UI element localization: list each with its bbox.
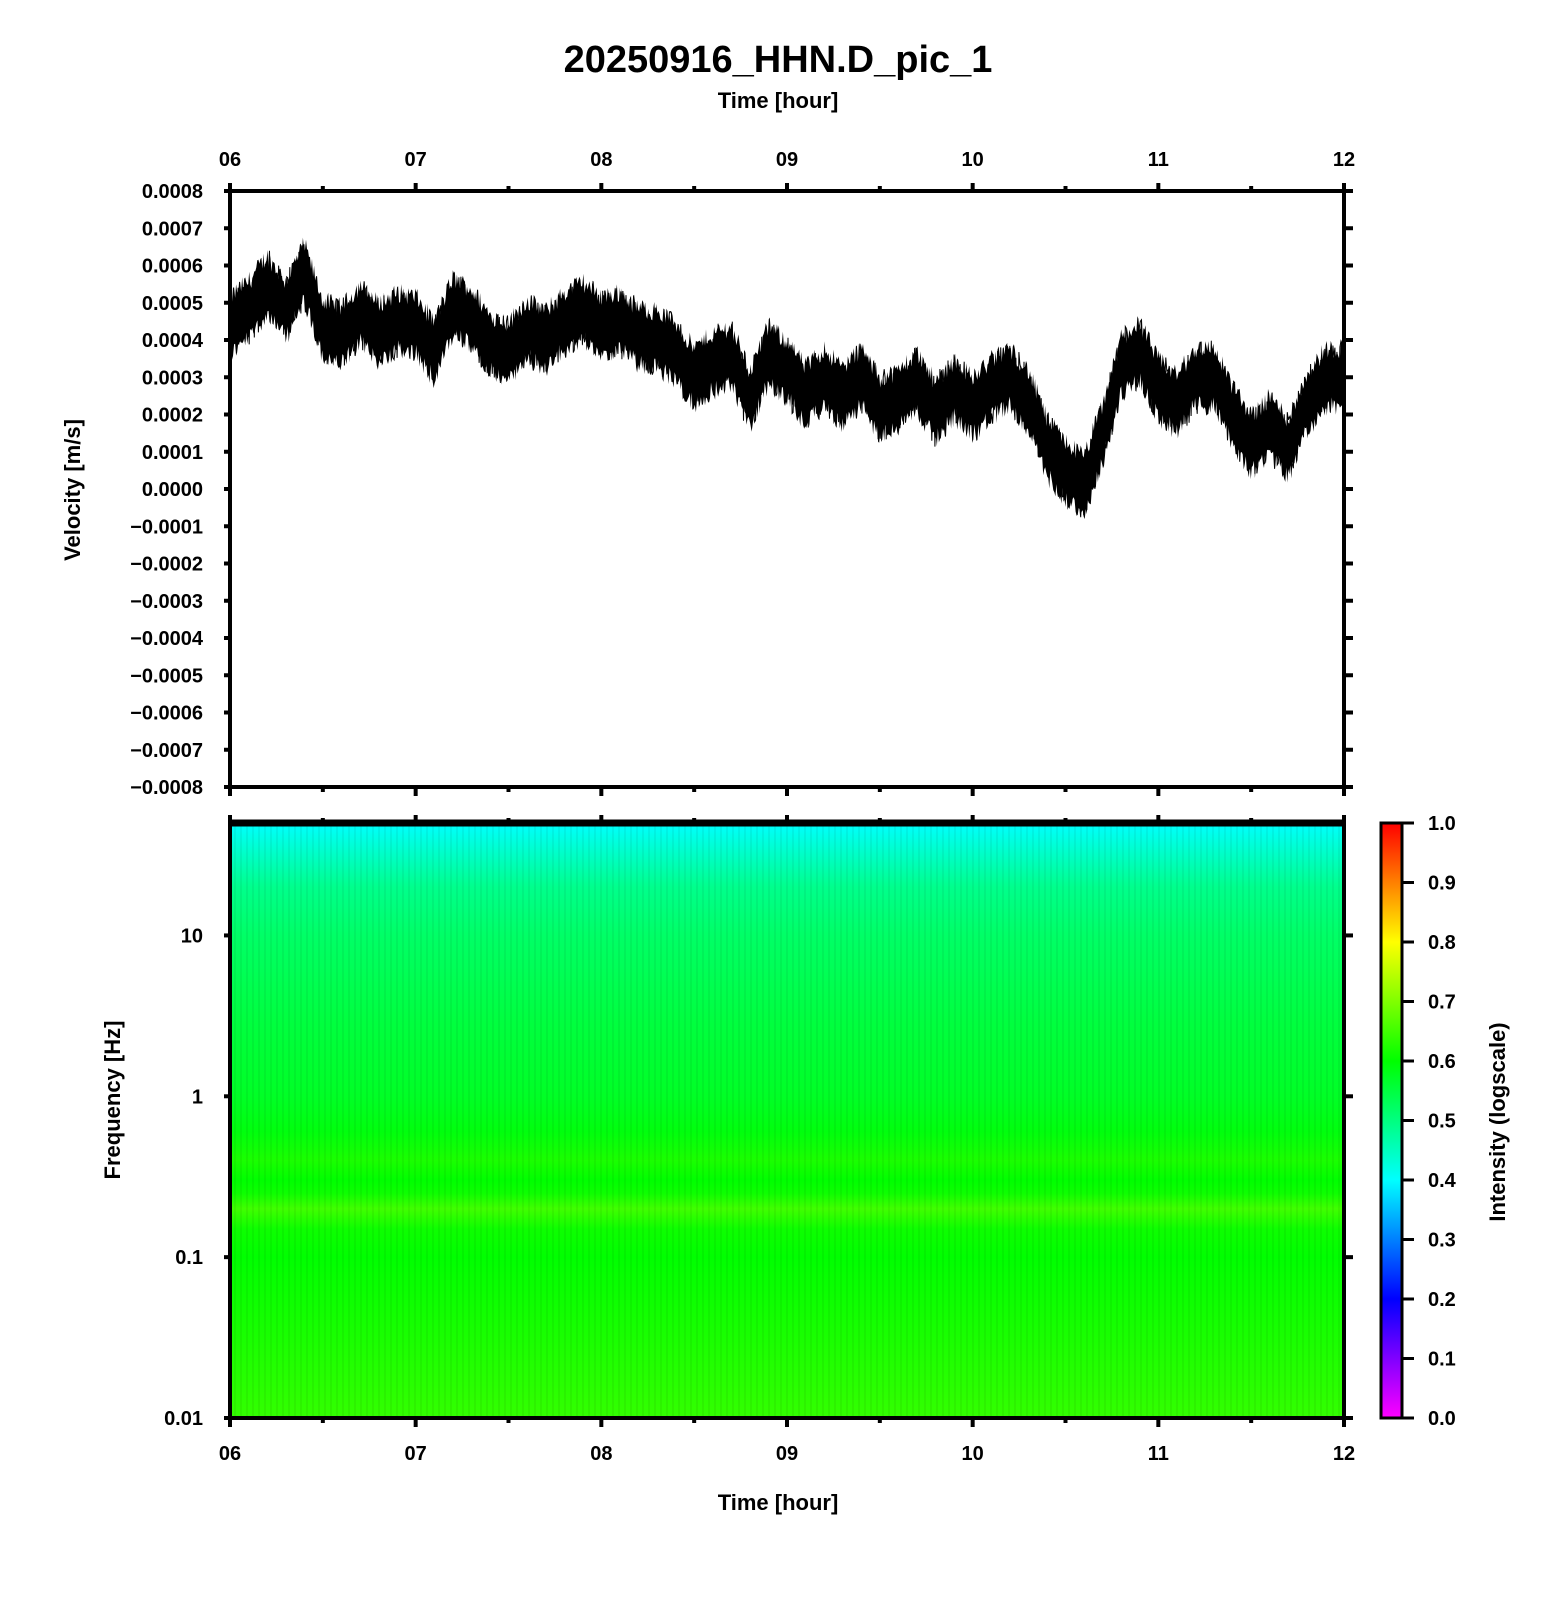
- waveform-y-tick-label: −0.0006: [130, 703, 203, 725]
- colorbar-gradient: [1379, 821, 1404, 1420]
- waveform-y-tick-label: 0.0000: [142, 479, 203, 501]
- waveform-y-tick-label: 0.0004: [142, 330, 204, 352]
- waveform-y-tick-label: 0.0008: [142, 181, 203, 203]
- waveform-y-tick-label: 0.0007: [142, 218, 203, 240]
- spectrogram-texture: [230, 823, 1344, 1418]
- bottom-x-tick-label: 12: [1333, 1443, 1355, 1465]
- waveform-y-axis-label: Velocity [m/s]: [60, 419, 85, 561]
- colorbar-tick-label: 0.0: [1428, 1408, 1456, 1430]
- waveform-y-tick-label: 0.0005: [142, 293, 203, 315]
- top-x-tick-label: 09: [776, 149, 798, 171]
- bottom-x-tick-label: 08: [590, 1443, 612, 1465]
- bottom-x-tick-label: 07: [405, 1443, 427, 1465]
- colorbar-tick-label: 0.7: [1428, 992, 1456, 1014]
- colorbar-tick-label: 0.5: [1428, 1111, 1456, 1133]
- spectrogram-y-tick-label: 1: [192, 1086, 203, 1108]
- spectrogram-y-tick-label: 10: [181, 925, 203, 947]
- colorbar-label: Intensity (logscale): [1485, 1022, 1510, 1221]
- spectrogram-y-axis-label: Frequency [Hz]: [100, 1021, 125, 1180]
- bottom-x-tick-label: 11: [1148, 1443, 1169, 1465]
- bottom-x-tick-label: 06: [219, 1443, 241, 1465]
- top-x-tick-label: 10: [962, 149, 984, 171]
- top-x-tick-label: 07: [405, 149, 427, 171]
- spectrogram-y-tick-label: 0.01: [164, 1408, 203, 1430]
- waveform-y-tick-label: −0.0001: [130, 516, 203, 538]
- bottom-x-tick-label: 09: [776, 1443, 798, 1465]
- spectrogram-panel: [230, 823, 1344, 1418]
- top-x-tick-label: 06: [219, 149, 241, 171]
- waveform-y-tick-label: 0.0006: [142, 256, 203, 278]
- colorbar-tick-label: 0.9: [1428, 873, 1456, 895]
- top-x-tick-label: 08: [590, 149, 612, 171]
- waveform-y-tick-label: −0.0005: [130, 665, 203, 687]
- colorbar-tick-label: 0.3: [1428, 1230, 1456, 1252]
- top-x-axis-label: Time [hour]: [718, 88, 839, 113]
- colorbar-tick-label: 0.8: [1428, 932, 1456, 954]
- waveform-trace: [229, 244, 1345, 518]
- waveform-y-tick-label: −0.0004: [130, 628, 204, 650]
- colorbar-tick-label: 1.0: [1428, 813, 1456, 835]
- top-x-tick-label: 12: [1333, 149, 1355, 171]
- bottom-x-axis-label: Time [hour]: [718, 1490, 839, 1515]
- colorbar-tick-label: 0.2: [1428, 1289, 1456, 1311]
- colorbar: [1379, 821, 1404, 1420]
- bottom-x-tick-label: 10: [962, 1443, 984, 1465]
- colorbar-tick-label: 0.1: [1428, 1349, 1456, 1371]
- waveform-y-tick-label: −0.0007: [130, 740, 203, 762]
- spectrogram-y-tick-label: 0.1: [175, 1247, 203, 1269]
- colorbar-tick-label: 0.4: [1428, 1170, 1457, 1192]
- waveform-y-tick-label: 0.0001: [142, 442, 203, 464]
- waveform-y-tick-label: 0.0003: [142, 367, 203, 389]
- axis-ticks: 06 06 07 07 08 08 09 09 10 10 11 11 12 12 0.0008 0.0007…: [130, 149, 1457, 1465]
- waveform-y-tick-label: −0.0003: [130, 591, 203, 613]
- waveform-y-tick-label: −0.0008: [130, 777, 203, 799]
- waveform-panel: [229, 237, 1345, 519]
- waveform-frame: [228, 189, 1346, 789]
- waveform-y-tick-label: 0.0002: [142, 405, 203, 427]
- chart-title: 20250916_HHN.D_pic_1: [564, 39, 993, 81]
- waveform-y-tick-label: −0.0002: [130, 554, 203, 576]
- top-x-tick-label: 11: [1148, 149, 1169, 171]
- colorbar-tick-label: 0.6: [1428, 1051, 1456, 1073]
